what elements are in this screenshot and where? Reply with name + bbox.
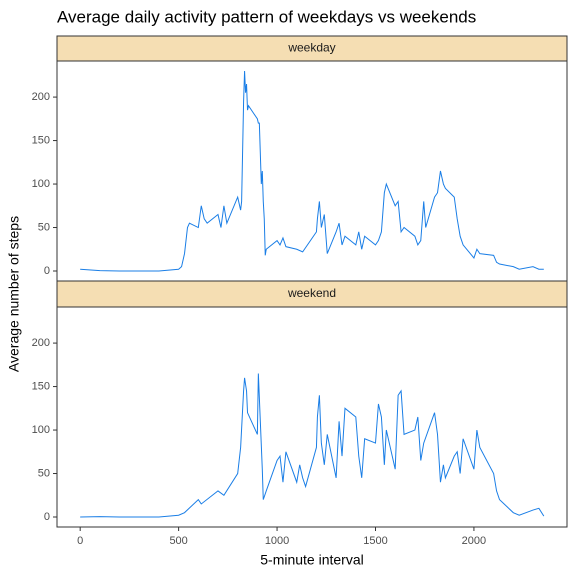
chart-title: Average daily activity pattern of weekda… <box>57 7 476 26</box>
x-tick-label: 1000 <box>265 535 289 547</box>
strip-label: weekend <box>287 286 336 300</box>
panel-border <box>56 60 568 282</box>
strip <box>56 35 568 62</box>
y-tick-label: 200 <box>32 337 50 349</box>
x-tick-label: 500 <box>169 535 187 547</box>
panel-border <box>56 306 568 528</box>
data-line <box>80 70 544 272</box>
y-tick-label: 0 <box>44 511 50 523</box>
x-tick-label: 2000 <box>462 535 486 547</box>
strip-label: weekday <box>287 41 335 55</box>
x-tick-label: 1500 <box>363 535 387 547</box>
y-tick-label: 200 <box>32 91 50 103</box>
data-line <box>80 373 545 518</box>
y-tick-label: 150 <box>32 380 50 392</box>
y-tick-label: 100 <box>32 178 50 190</box>
x-axis-label: 5-minute interval <box>260 552 364 568</box>
y-tick-label: 50 <box>38 467 50 479</box>
y-tick-label: 100 <box>32 424 50 436</box>
y-axis-label: Average number of steps <box>6 216 22 372</box>
x-tick-label: 0 <box>77 535 83 547</box>
y-tick-label: 0 <box>44 265 50 277</box>
y-tick-label: 50 <box>38 221 50 233</box>
y-tick-label: 150 <box>32 134 50 146</box>
